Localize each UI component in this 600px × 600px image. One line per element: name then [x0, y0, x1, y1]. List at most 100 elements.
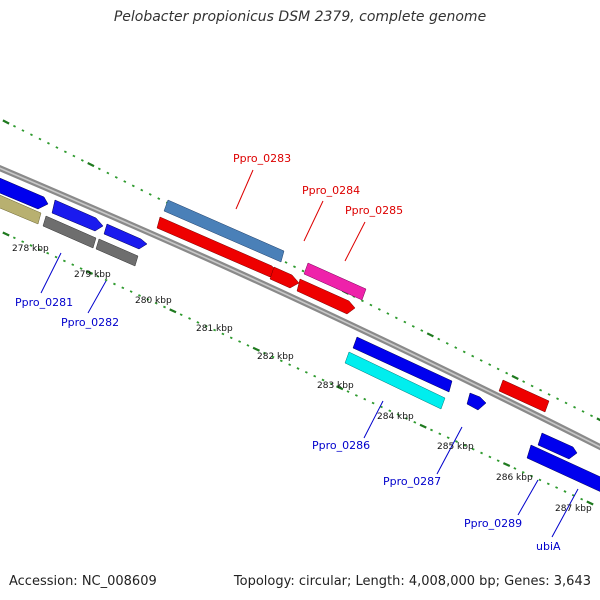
minor-tick — [313, 374, 317, 378]
minor-tick — [573, 405, 577, 409]
minor-tick — [138, 294, 141, 297]
minor-tick — [546, 482, 550, 486]
minor-tick — [363, 397, 367, 401]
minor-tick — [521, 470, 525, 474]
minor-tick — [71, 263, 75, 267]
major-tick — [502, 462, 511, 468]
minor-tick — [55, 146, 59, 149]
gene-feature-blue[interactable] — [0, 176, 49, 210]
gene-feature-khaki[interactable] — [0, 193, 42, 225]
gene-label-ppro-0287[interactable]: Ppro_0287 — [383, 475, 441, 488]
gene-label-ppro-0286[interactable]: Ppro_0286 — [312, 439, 370, 452]
genome-backbone — [0, 164, 600, 451]
minor-tick — [454, 346, 458, 349]
minor-tick — [530, 474, 534, 478]
minor-tick — [246, 344, 250, 347]
gene-feature-gray[interactable] — [42, 215, 97, 249]
minor-tick — [12, 236, 16, 240]
minor-tick — [123, 180, 127, 183]
minor-tick — [304, 370, 308, 374]
gene-feature-steelblue[interactable] — [163, 199, 285, 263]
gene-feature-blue[interactable] — [103, 223, 148, 250]
minor-tick — [96, 274, 100, 278]
gene-feature-red[interactable] — [269, 266, 300, 289]
minor-tick — [129, 290, 133, 293]
minor-tick — [445, 342, 449, 345]
minor-tick — [38, 137, 42, 141]
minor-tick — [564, 401, 568, 405]
gene-label-ppro-0285[interactable]: Ppro_0285 — [345, 204, 403, 217]
minor-tick — [113, 282, 116, 286]
major-tick — [2, 119, 10, 125]
minor-tick — [146, 297, 150, 301]
major-tick — [2, 231, 10, 237]
gene-label-ppro-0284[interactable]: Ppro_0284 — [302, 184, 360, 197]
minor-tick — [377, 308, 381, 311]
minor-tick — [413, 420, 417, 424]
minor-tick — [556, 397, 560, 401]
minor-tick — [63, 150, 67, 154]
major-tick — [596, 417, 600, 422]
minor-tick — [563, 490, 567, 493]
minor-tick — [522, 380, 526, 383]
minor-tick — [106, 171, 110, 175]
gene-feature-red[interactable] — [296, 278, 356, 315]
minor-tick — [296, 367, 300, 370]
minor-tick — [301, 269, 305, 273]
minor-tick — [346, 390, 350, 393]
minor-tick — [420, 329, 424, 332]
gene-label-ppro-0281[interactable]: Ppro_0281 — [15, 296, 73, 309]
gene-label-ppro-0289[interactable]: Ppro_0289 — [464, 517, 522, 530]
minor-tick — [54, 255, 58, 259]
label-leader-lines — [40, 169, 579, 538]
kbp-label: 278 kbp — [12, 244, 49, 254]
major-tick — [511, 374, 519, 380]
gene-feature-red[interactable] — [498, 379, 550, 413]
major-tick — [87, 162, 95, 168]
gene-feature-blue[interactable] — [51, 199, 104, 232]
minor-tick — [488, 363, 492, 367]
minor-tick — [369, 303, 373, 307]
gene-labels: Ppro_0283 Ppro_0284 Ppro_0285 Ppro_0281 … — [15, 152, 561, 553]
minor-tick — [154, 301, 158, 305]
gene-feature-blue[interactable] — [352, 336, 453, 393]
minor-tick — [430, 428, 433, 432]
minor-tick — [480, 451, 483, 455]
minor-tick — [188, 317, 191, 320]
minor-tick — [62, 259, 66, 263]
minor-tick — [388, 409, 392, 413]
minor-tick — [403, 320, 407, 324]
gene-label-ubia[interactable]: ubiA — [536, 540, 561, 553]
accession-text: Accession: NC_008609 — [9, 574, 157, 589]
minor-tick — [371, 401, 375, 405]
minor-tick — [163, 305, 166, 309]
minor-tick — [157, 197, 161, 200]
gene-feature-cyan[interactable] — [344, 351, 446, 410]
minor-tick — [505, 371, 509, 375]
minor-tick — [80, 159, 84, 162]
gene-feature-gray[interactable] — [95, 238, 139, 267]
gene-label-ppro-0283[interactable]: Ppro_0283 — [233, 152, 291, 165]
minor-tick — [229, 336, 233, 340]
gene-feature-magenta[interactable] — [303, 262, 367, 301]
minor-tick — [580, 497, 584, 501]
minor-tick — [29, 244, 33, 247]
minor-tick — [29, 133, 33, 137]
major-tick — [336, 385, 344, 391]
kbp-label: 287 kbp — [555, 504, 592, 514]
minor-tick — [46, 251, 50, 255]
major-tick — [85, 269, 94, 275]
map-title: Pelobacter propionicus DSM 2379, complet… — [113, 9, 487, 25]
minor-tick — [121, 286, 125, 290]
minor-tick — [530, 384, 534, 388]
minor-tick — [555, 486, 559, 489]
gene-label-ppro-0282[interactable]: Ppro_0282 — [61, 316, 119, 329]
minor-tick — [462, 350, 466, 354]
minor-tick — [547, 393, 551, 396]
minor-tick — [279, 359, 283, 363]
gene-feature-blue[interactable] — [466, 392, 487, 411]
gene-feature-blue[interactable] — [526, 444, 600, 492]
gene-features — [0, 176, 600, 492]
gene-feature-blue[interactable] — [537, 432, 578, 460]
